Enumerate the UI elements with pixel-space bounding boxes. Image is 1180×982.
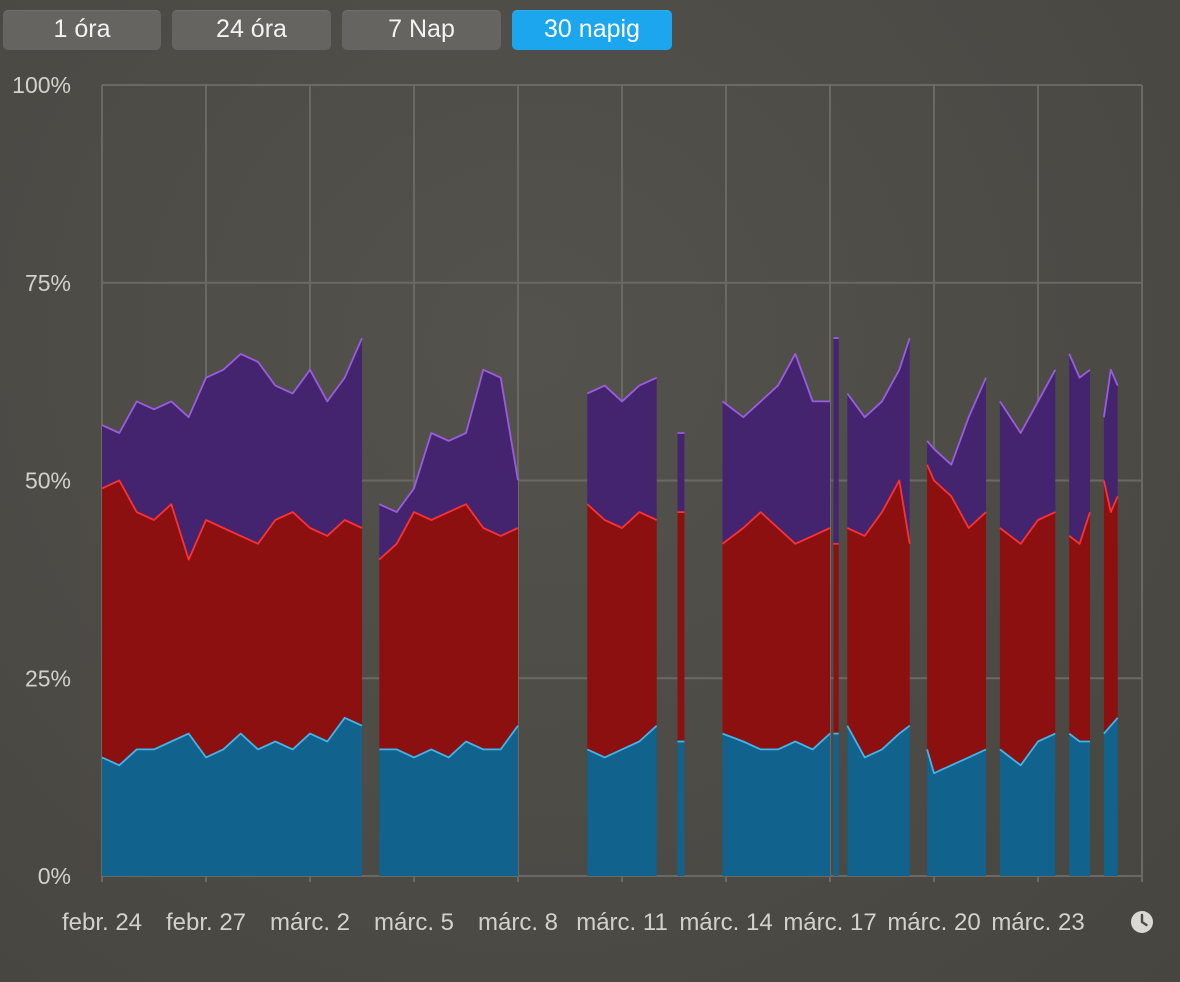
area-system-1 bbox=[379, 504, 518, 758]
tab-24-hours[interactable]: 24 óra bbox=[172, 10, 331, 50]
area-user-10 bbox=[1103, 717, 1118, 876]
line-system-9 bbox=[1068, 511, 1091, 545]
chart-areas bbox=[101, 337, 1119, 876]
area-segment-0 bbox=[101, 337, 363, 876]
line-top-6 bbox=[846, 337, 911, 419]
line-user-1 bbox=[379, 725, 519, 759]
area-segment-4 bbox=[721, 353, 831, 876]
line-system-7 bbox=[926, 464, 987, 529]
area-top-0 bbox=[102, 338, 362, 560]
area-user-4 bbox=[722, 733, 830, 876]
x-tick-label: márc. 14 bbox=[679, 909, 772, 936]
y-tick-label: 100% bbox=[12, 72, 71, 98]
area-user-6 bbox=[847, 725, 910, 876]
area-top-10 bbox=[1103, 369, 1118, 513]
line-user-6 bbox=[846, 724, 911, 759]
area-system-3 bbox=[677, 512, 685, 742]
area-top-9 bbox=[1069, 353, 1090, 544]
area-segment-9 bbox=[1068, 353, 1091, 876]
area-user-9 bbox=[1069, 733, 1090, 876]
area-user-5 bbox=[833, 733, 839, 876]
area-segment-8 bbox=[999, 369, 1057, 876]
line-user-2 bbox=[586, 725, 658, 759]
x-tick-label: febr. 27 bbox=[166, 909, 246, 936]
area-top-2 bbox=[587, 377, 657, 528]
area-top-6 bbox=[847, 338, 910, 544]
x-axis: febr. 24 febr. 27 márc. 2 márc. 5 márc. 8 már… bbox=[62, 909, 1085, 936]
area-segment-6 bbox=[846, 337, 911, 876]
line-top-9 bbox=[1068, 353, 1091, 379]
tab-7-days[interactable]: 7 Nap bbox=[342, 10, 501, 50]
area-system-5 bbox=[833, 543, 839, 734]
line-top-8 bbox=[999, 369, 1057, 434]
y-axis: 0% 25% 50% 75% 100% bbox=[12, 72, 71, 889]
area-system-2 bbox=[587, 504, 657, 758]
x-tick-label: márc. 23 bbox=[991, 909, 1084, 936]
area-top-1 bbox=[379, 369, 518, 560]
line-system-0 bbox=[101, 479, 363, 561]
area-segment-2 bbox=[586, 376, 658, 876]
line-top-10 bbox=[1103, 368, 1119, 418]
line-user-0 bbox=[101, 716, 363, 767]
area-top-4 bbox=[722, 353, 830, 544]
y-tick-label: 25% bbox=[25, 665, 71, 691]
line-system-4 bbox=[721, 511, 831, 545]
area-user-1 bbox=[379, 725, 518, 876]
line-system-6 bbox=[846, 479, 911, 544]
area-system-9 bbox=[1069, 512, 1090, 742]
x-tick-label: márc. 8 bbox=[478, 909, 558, 936]
x-tick-label: febr. 24 bbox=[62, 909, 142, 936]
x-tick-label: márc. 5 bbox=[374, 909, 454, 936]
line-top-4 bbox=[721, 353, 830, 419]
area-segment-5 bbox=[833, 337, 839, 876]
area-system-4 bbox=[722, 512, 830, 750]
y-tick-label: 0% bbox=[38, 863, 71, 889]
area-top-8 bbox=[999, 369, 1056, 544]
area-user-2 bbox=[587, 725, 657, 876]
line-top-1 bbox=[378, 368, 519, 513]
area-segment-1 bbox=[378, 368, 519, 876]
line-user-7 bbox=[926, 748, 987, 775]
line-system-2 bbox=[586, 503, 658, 529]
x-tick-label: márc. 20 bbox=[887, 909, 980, 936]
line-top-0 bbox=[101, 337, 363, 434]
area-segment-7 bbox=[926, 377, 987, 876]
tab-1-hour[interactable]: 1 óra bbox=[3, 10, 161, 50]
area-segment-10 bbox=[1103, 368, 1119, 876]
area-top-3 bbox=[677, 433, 685, 513]
area-user-0 bbox=[102, 717, 362, 876]
line-system-10 bbox=[1103, 480, 1119, 513]
x-tick-label: márc. 11 bbox=[576, 909, 668, 936]
tab-30-days[interactable]: 30 napig bbox=[512, 10, 672, 50]
line-top-2 bbox=[586, 376, 658, 403]
area-user-8 bbox=[999, 733, 1056, 876]
area-system-0 bbox=[102, 480, 362, 766]
area-user-7 bbox=[927, 749, 986, 876]
line-system-8 bbox=[999, 511, 1056, 545]
y-tick-label: 50% bbox=[25, 468, 71, 494]
area-system-10 bbox=[1103, 480, 1118, 734]
area-user-3 bbox=[677, 741, 685, 876]
area-system-7 bbox=[927, 464, 986, 774]
x-tick-label: márc. 17 bbox=[783, 909, 876, 936]
line-user-4 bbox=[722, 732, 831, 751]
area-segment-3 bbox=[677, 432, 685, 876]
line-user-8 bbox=[999, 732, 1056, 767]
y-tick-label: 75% bbox=[25, 270, 71, 296]
line-top-7 bbox=[926, 377, 987, 466]
x-tick-label: márc. 2 bbox=[270, 909, 350, 936]
line-user-10 bbox=[1103, 717, 1119, 735]
line-system-1 bbox=[378, 503, 519, 561]
area-system-6 bbox=[847, 480, 910, 758]
line-user-9 bbox=[1068, 732, 1090, 743]
area-system-8 bbox=[999, 512, 1056, 766]
area-top-5 bbox=[833, 338, 839, 544]
clock-icon[interactable] bbox=[1130, 910, 1154, 934]
